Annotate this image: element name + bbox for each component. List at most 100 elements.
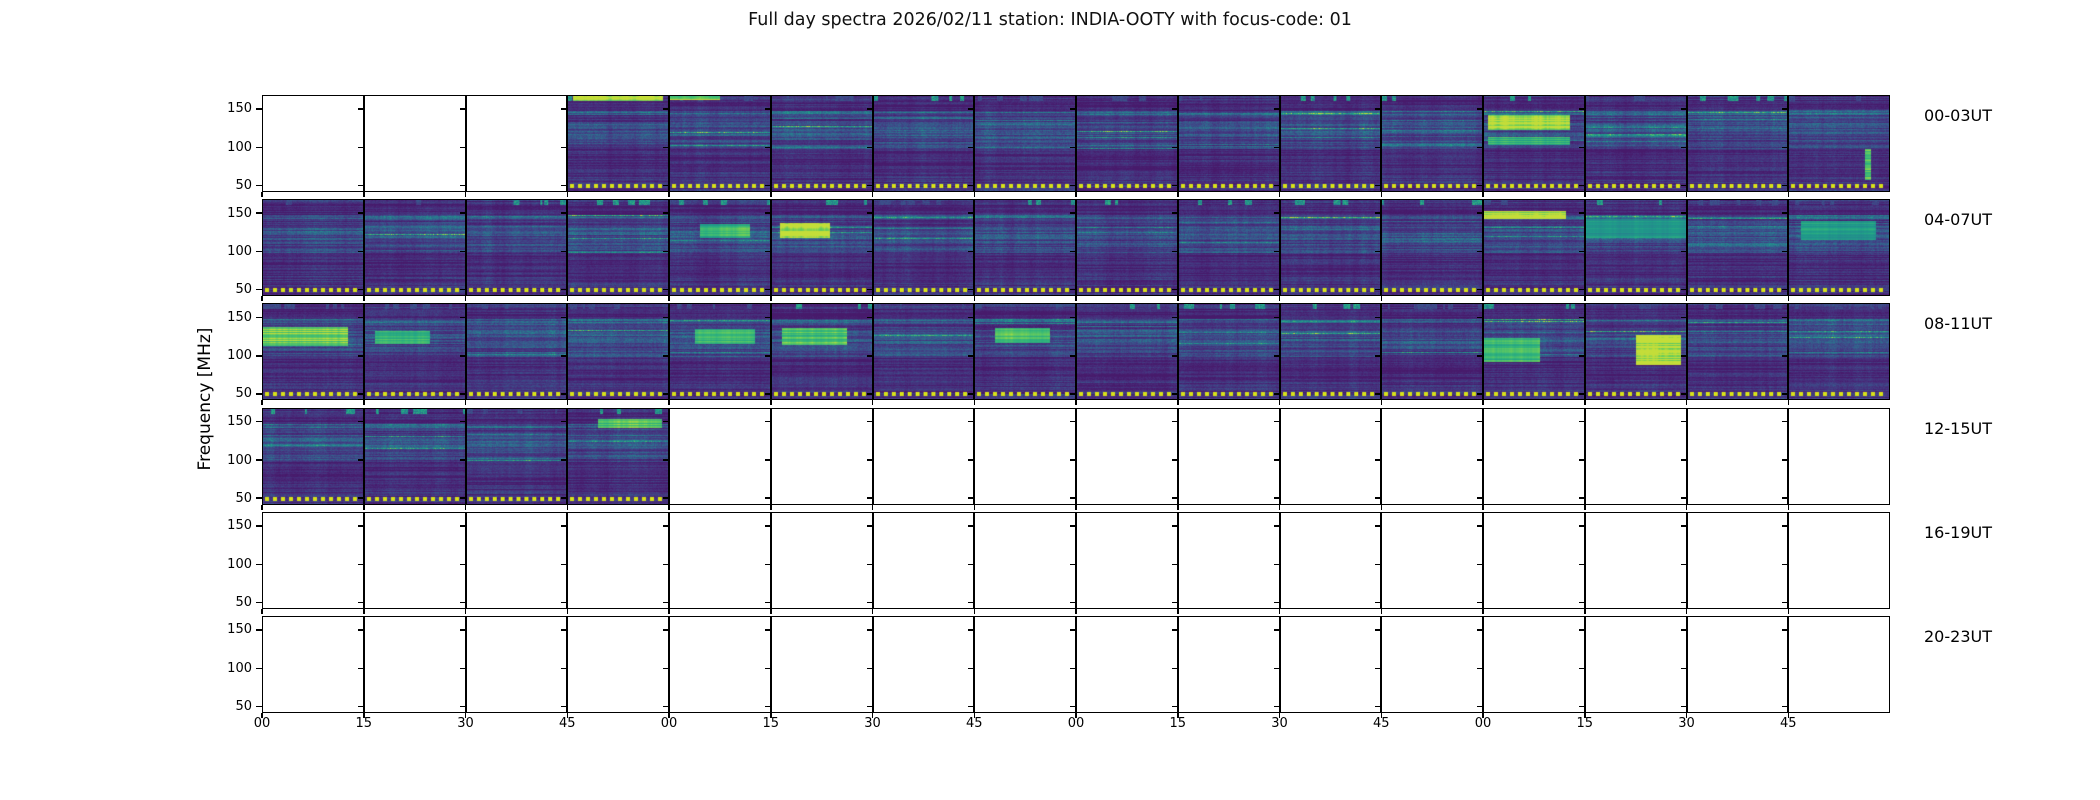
y-tick [1273,355,1280,357]
y-tick [866,184,873,187]
y-tick [1477,108,1483,110]
y-tick [1680,184,1687,187]
y-tick [1273,316,1280,319]
y-tick [1578,212,1585,214]
y-tick [256,601,262,604]
spectrogram-panel [1076,199,1178,297]
y-tick [866,146,873,149]
y-tick [561,459,568,461]
y-tick-label: 150 [227,205,252,221]
y-tick [1477,393,1483,395]
empty-panel [363,616,466,713]
y-tick [459,316,466,319]
y-tick [1782,705,1789,708]
x-tick [1177,192,1179,197]
y-tick [663,459,669,461]
spectrogram-canvas [1585,304,1686,400]
y-tick [1782,316,1789,319]
empty-panel [974,511,1076,609]
spectrogram-panel [567,407,669,505]
y-tick [357,525,364,527]
empty-panel [770,407,873,505]
spectrogram-canvas [1687,96,1788,191]
x-tick [363,192,365,197]
y-tick [357,316,364,319]
y-tick [1171,459,1178,461]
y-tick [1782,420,1789,423]
empty-panel [1686,511,1789,609]
x-tick [770,608,772,614]
empty-panel [974,407,1076,505]
empty-panel [465,95,568,192]
y-tick [1782,184,1789,187]
y-tick [1578,250,1585,253]
x-tick [973,504,975,510]
y-tick [459,497,466,499]
spectrogram-panel [770,303,873,401]
y-tick [1171,393,1178,395]
y-tick-label: 50 [235,699,252,714]
x-tick [1482,296,1484,302]
y-tick [866,212,873,214]
y-tick [1375,355,1382,357]
y-tick [1680,108,1687,110]
x-tick [770,192,772,197]
y-tick [968,420,975,423]
y-tick-label: 50 [235,386,252,402]
y-tick [866,393,873,395]
spectrogram-panel [1381,95,1483,192]
spectrogram-panel [465,407,568,505]
spectrogram-canvas [263,200,363,296]
y-tick [1070,146,1076,149]
y-tick [459,146,466,149]
empty-panel [669,511,771,609]
empty-panel [1279,407,1382,505]
y-tick [459,288,466,291]
y-tick [561,184,568,187]
empty-panel [974,616,1076,713]
y-tick [256,629,262,631]
y-tick [357,393,364,395]
y-tick [1477,601,1483,604]
y-tick [1171,497,1178,499]
y-tick [1171,108,1178,110]
y-tick [459,355,466,357]
spectrogram-canvas [771,304,872,400]
empty-panel [872,511,975,609]
y-tick [1680,146,1687,149]
y-tick [256,250,262,253]
x-tick-label: 00 [253,716,271,731]
x-tick [464,400,467,406]
y-tick [357,667,364,670]
spectrogram-canvas [670,304,770,400]
y-tick [764,212,771,214]
y-tick [1477,459,1483,461]
y-tick [1070,601,1076,604]
empty-panel [1076,407,1178,505]
y-tick [1070,108,1076,110]
y-tick-label: 100 [227,348,252,364]
y-tick-label: 150 [227,622,252,638]
x-tick [1075,504,1077,510]
y-tick [1273,250,1280,253]
x-tick [464,296,467,302]
x-tick [973,713,975,718]
spectrogram-canvas [1280,200,1381,296]
y-tick [764,705,771,708]
y-tick [968,355,975,357]
y-tick [663,108,669,110]
y-tick [561,316,568,319]
y-tick [459,563,466,566]
x-tick [464,608,467,614]
y-tick [1477,525,1483,527]
y-tick [1578,629,1585,631]
spectrogram-panel [770,199,873,297]
y-tick [663,146,669,149]
empty-panel [465,616,568,713]
y-tick [459,601,466,604]
x-tick [668,296,670,302]
row-label: 00-03UT [1924,106,1992,125]
row-label: 12-15UT [1924,418,1992,438]
y-tick [1171,420,1178,423]
y-tick [561,497,568,499]
